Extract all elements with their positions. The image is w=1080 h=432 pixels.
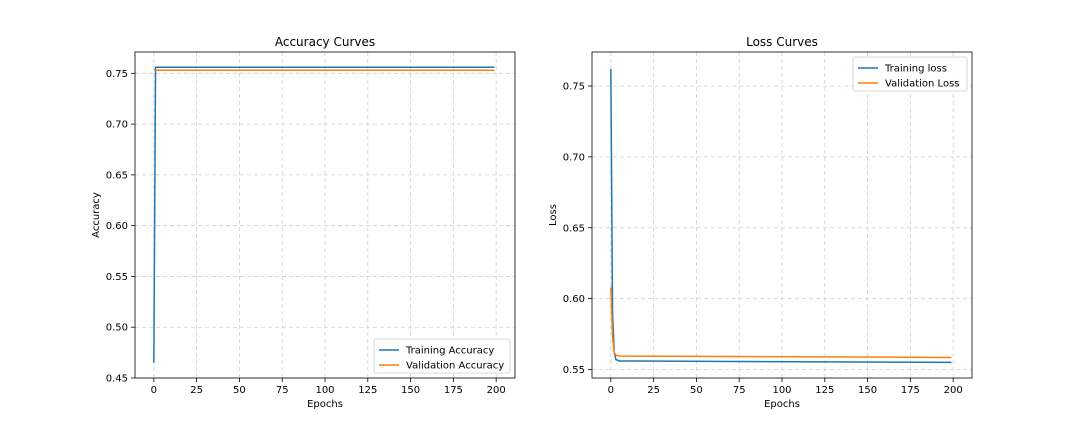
loss-series-line-1	[610, 69, 952, 364]
x-tick-label: 100	[315, 385, 334, 396]
accuracy-chart: 0 25 50 75 100 125 150 175 200 0.45 0.50 0.55 0.60 0.…	[91, 35, 516, 410]
accuracy-series-line-1	[153, 66, 495, 363]
y-tick-label: 0.75	[563, 82, 585, 93]
loss-y-axis-label: Loss	[548, 204, 559, 226]
loss-chart: 0 25 50 75 100 125 150 175 200 0.55 0.60 0.65 0.70 0.…	[548, 35, 973, 410]
legend-frame	[852, 56, 968, 92]
y-tick-label: 0.55	[563, 365, 585, 376]
y-tick-label: 0.60	[563, 294, 585, 305]
y-tick-label: 0.50	[106, 323, 128, 334]
x-tick-label: 200	[944, 385, 963, 396]
x-tick-label: 175	[901, 385, 920, 396]
x-tick-label: 150	[858, 385, 877, 396]
x-tick-label: 0	[151, 385, 157, 396]
loss-chart-title: Loss Curves	[746, 35, 818, 49]
x-tick-label: 100	[772, 385, 791, 396]
x-tick-label: 25	[647, 385, 660, 396]
legend-label-1: Training loss	[884, 64, 947, 75]
x-tick-label: 25	[190, 385, 203, 396]
x-tick-label: 125	[358, 385, 377, 396]
y-tick-label: 0.65	[106, 170, 128, 181]
loss-series-line-2	[610, 287, 952, 359]
legend-label-2: Validation Accuracy	[406, 361, 504, 372]
x-tick-label: 150	[401, 385, 420, 396]
x-tick-label: 125	[815, 385, 834, 396]
x-tick-label: 50	[690, 385, 703, 396]
x-tick-label: 75	[733, 385, 746, 396]
y-tick-label: 0.70	[106, 120, 128, 131]
x-tick-label: 50	[233, 385, 246, 396]
accuracy-legend: Training Accuracy Validation Accuracy	[373, 338, 511, 374]
y-tick-label: 0.75	[106, 69, 128, 80]
y-tick-label: 0.70	[563, 152, 585, 163]
loss-legend: Training loss Validation Loss	[852, 56, 968, 92]
y-tick-label: 0.55	[106, 272, 128, 283]
x-tick-label: 200	[487, 385, 506, 396]
x-tick-label: 0	[608, 385, 614, 396]
legend-frame	[373, 338, 511, 374]
accuracy-x-axis-label: Epochs	[307, 399, 343, 410]
loss-x-axis-label: Epochs	[764, 399, 800, 410]
loss-grid	[592, 52, 972, 378]
legend-label-2: Validation Loss	[885, 79, 960, 90]
legend-label-1: Training Accuracy	[405, 346, 494, 357]
x-tick-label: 75	[276, 385, 289, 396]
accuracy-y-axis-label: Accuracy	[91, 192, 102, 238]
y-tick-label: 0.65	[563, 223, 585, 234]
y-tick-label: 0.60	[106, 221, 128, 232]
x-tick-label: 175	[444, 385, 463, 396]
y-tick-label: 0.45	[106, 374, 128, 385]
accuracy-chart-title: Accuracy Curves	[275, 35, 375, 49]
accuracy-grid	[135, 52, 515, 379]
